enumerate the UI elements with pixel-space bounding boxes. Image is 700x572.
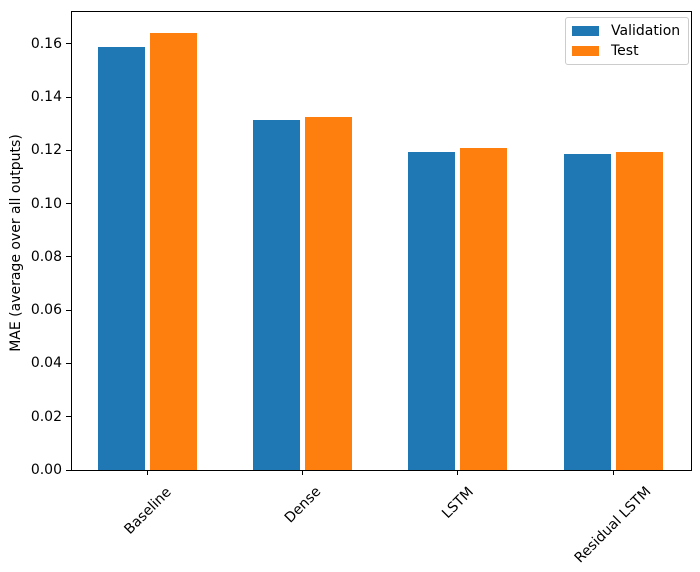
x-tick-label: Dense — [281, 483, 324, 527]
legend-label-validation: Validation — [611, 23, 681, 39]
y-tick — [66, 203, 71, 205]
legend-item-test: Test — [572, 41, 680, 61]
y-tick — [66, 416, 71, 418]
bar-test-dense — [305, 117, 353, 470]
legend-swatch-test-icon — [572, 46, 599, 56]
y-tick-label: 0.04 — [30, 355, 62, 372]
legend: Validation Test — [565, 17, 690, 65]
x-tick — [612, 471, 614, 475]
y-tick — [66, 43, 71, 45]
x-tick — [457, 471, 459, 475]
y-tick-label: 0.00 — [30, 462, 62, 478]
y-tick — [66, 149, 71, 151]
plot-area: 0.00 0.02 0.04 0.06 0.08 0.10 0.12 0.14 0.16 Base… — [31, 11, 692, 567]
x-tick — [302, 471, 304, 475]
y-tick-label: 0.02 — [30, 408, 62, 425]
y-tick-label: 0.06 — [30, 302, 62, 319]
y-tick — [66, 96, 71, 98]
y-tick — [66, 469, 71, 471]
y-tick-label: 0.12 — [30, 142, 62, 159]
x-tick-label: Baseline — [120, 483, 175, 538]
y-tick — [66, 256, 71, 258]
bar-validation-baseline — [98, 46, 145, 470]
bar-test-residual-lstm — [615, 151, 663, 470]
legend-label-test: Test — [611, 43, 639, 59]
x-tick-label: Residual LSTM — [571, 484, 655, 567]
y-tick-label: 0.14 — [30, 89, 62, 106]
bar-validation-lstm — [408, 151, 456, 470]
x-tick-label: LSTM — [438, 483, 477, 522]
y-tick-label: 0.10 — [30, 195, 62, 212]
y-tick-label: 0.16 — [30, 35, 62, 52]
legend-swatch-validation-icon — [572, 26, 599, 36]
y-tick-label: 0.08 — [30, 248, 62, 265]
x-tick — [147, 471, 148, 475]
bar-validation-dense — [253, 119, 301, 470]
y-tick — [66, 363, 71, 364]
bar-validation-residual-lstm — [563, 154, 611, 470]
bar-test-baseline — [150, 33, 197, 470]
bar-test-lstm — [460, 147, 508, 470]
y-axis-label: MAE (average over all outputs) — [8, 134, 24, 352]
y-tick — [66, 309, 71, 311]
legend-item-validation: Validation — [572, 21, 680, 41]
